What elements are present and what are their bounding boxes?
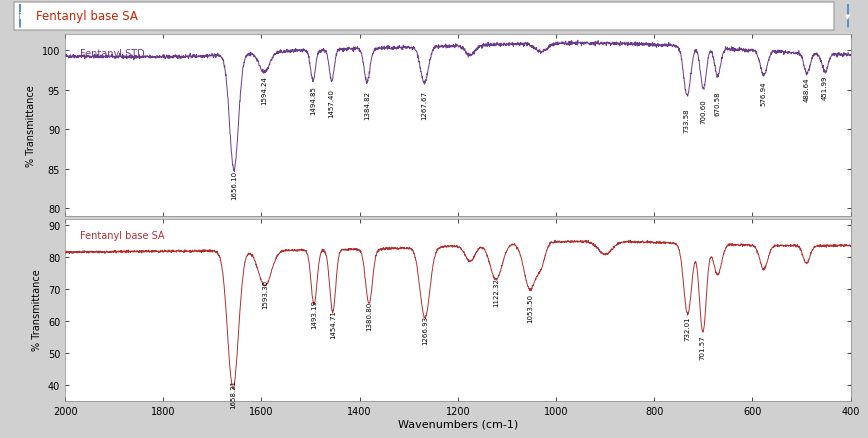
Y-axis label: % Transmittance: % Transmittance bbox=[32, 269, 43, 351]
Text: Fentanyl base SA: Fentanyl base SA bbox=[36, 10, 138, 22]
Text: 1122.32: 1122.32 bbox=[493, 277, 499, 306]
Text: 733.58: 733.58 bbox=[684, 109, 690, 133]
FancyBboxPatch shape bbox=[14, 3, 834, 31]
Text: 1658.21: 1658.21 bbox=[230, 379, 236, 408]
Text: 488.64: 488.64 bbox=[804, 77, 810, 101]
Y-axis label: % Transmittance: % Transmittance bbox=[26, 85, 36, 167]
Text: i: i bbox=[18, 12, 22, 21]
Text: 1384.82: 1384.82 bbox=[365, 90, 370, 119]
Text: 451.99: 451.99 bbox=[822, 75, 828, 100]
Text: 1053.50: 1053.50 bbox=[527, 293, 533, 322]
Text: 576.94: 576.94 bbox=[760, 81, 766, 105]
Text: 1457.40: 1457.40 bbox=[328, 89, 334, 117]
Text: ▼: ▼ bbox=[845, 14, 851, 20]
X-axis label: Wavenumbers (cm-1): Wavenumbers (cm-1) bbox=[398, 418, 518, 428]
Text: 1380.80: 1380.80 bbox=[366, 301, 372, 330]
Text: 1454.71: 1454.71 bbox=[330, 309, 336, 338]
Text: Fentanyl STD: Fentanyl STD bbox=[80, 49, 145, 58]
Text: 701.57: 701.57 bbox=[700, 335, 706, 359]
Text: 732.01: 732.01 bbox=[685, 316, 691, 340]
Text: 1656.10: 1656.10 bbox=[231, 170, 237, 199]
Text: 1493.19: 1493.19 bbox=[311, 300, 317, 329]
Text: 1267.67: 1267.67 bbox=[422, 91, 428, 120]
Text: Fentanyl base SA: Fentanyl base SA bbox=[80, 230, 164, 240]
Text: 1594.24: 1594.24 bbox=[261, 76, 267, 105]
Text: 700.60: 700.60 bbox=[700, 99, 706, 124]
Text: 670.58: 670.58 bbox=[714, 91, 720, 116]
Text: 1593.30: 1593.30 bbox=[262, 279, 267, 308]
Text: 1266.93: 1266.93 bbox=[422, 316, 428, 345]
Text: 1494.85: 1494.85 bbox=[310, 86, 316, 115]
